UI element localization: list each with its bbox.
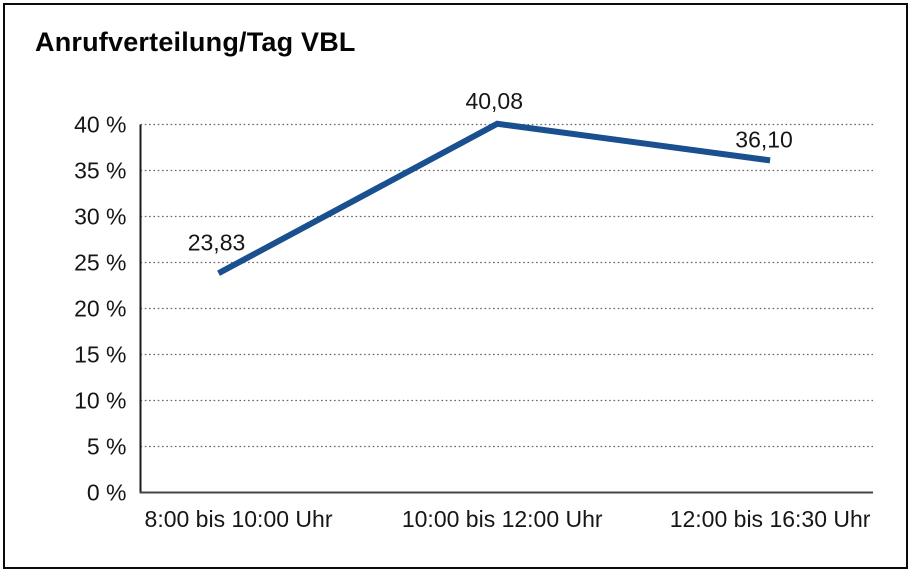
- data-point-label: 36,10: [735, 126, 793, 152]
- x-tick-label: 12:00 bis 16:30 Uhr: [670, 506, 871, 532]
- y-tick-label: 15 %: [74, 342, 126, 368]
- y-tick-label: 5 %: [87, 434, 127, 460]
- y-tick-label: 40 %: [74, 112, 126, 138]
- y-tick-label: 10 %: [74, 388, 126, 414]
- y-tick-label: 30 %: [74, 204, 126, 230]
- chart-frame: [3, 3, 908, 569]
- y-tick-label: 0 %: [87, 480, 127, 506]
- y-tick-label: 25 %: [74, 250, 126, 276]
- x-tick-label: 8:00 bis 10:00 Uhr: [145, 506, 333, 532]
- chart-title: Anrufverteilung/Tag VBL: [35, 27, 356, 57]
- x-tick-label: 10:00 bis 12:00 Uhr: [402, 506, 603, 532]
- data-point-label: 23,83: [188, 229, 246, 255]
- data-point-label: 40,08: [465, 88, 523, 114]
- series-line: [217, 120, 771, 276]
- y-tick-label: 20 %: [74, 296, 126, 322]
- y-tick-label: 35 %: [74, 158, 126, 184]
